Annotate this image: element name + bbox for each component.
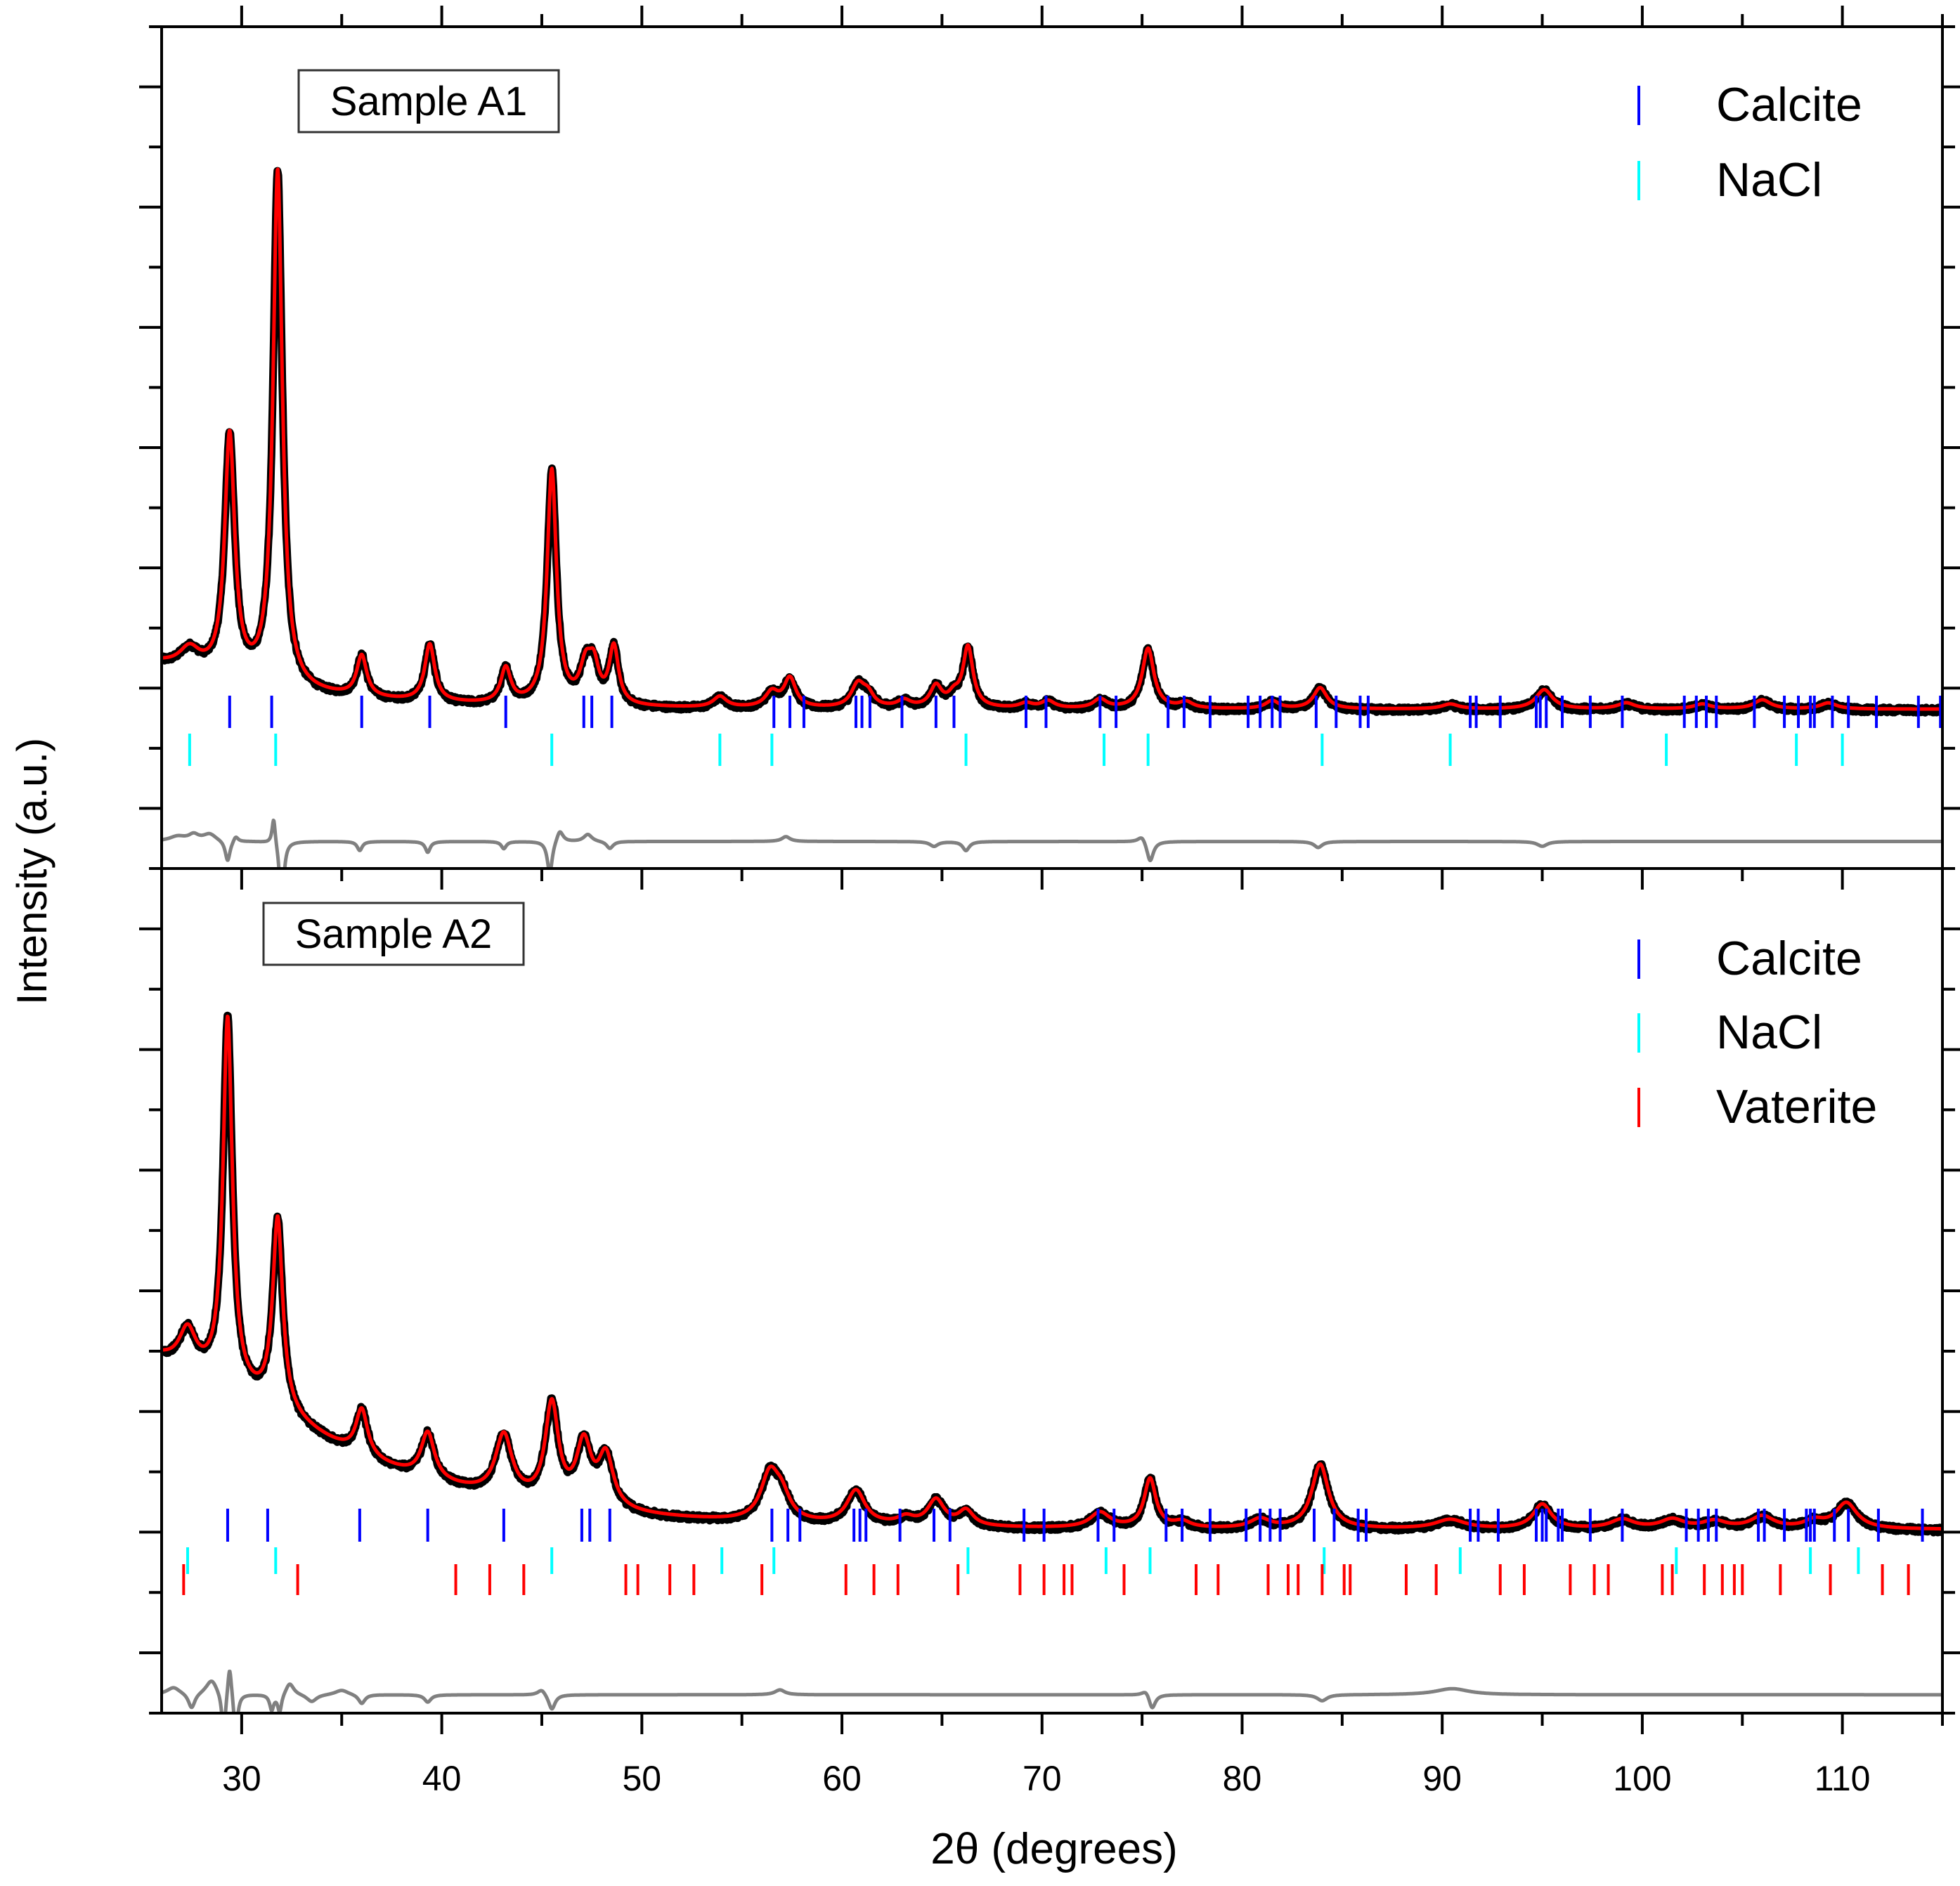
x-tick-label: 100 <box>1613 1759 1671 1798</box>
calculated-pattern <box>162 1014 1942 1531</box>
x-tick-label: 30 <box>222 1759 261 1798</box>
legend-label-vaterite: Vaterite <box>1716 1080 1877 1133</box>
legend-label-nacl: NaCl <box>1716 1006 1822 1059</box>
legend-label-nacl: NaCl <box>1716 153 1822 207</box>
x-tick-label: 60 <box>822 1759 862 1798</box>
x-tick-label: 50 <box>623 1759 662 1798</box>
x-axis-label: 2θ (degrees) <box>930 1825 1178 1873</box>
difference-curve <box>162 1670 1942 1713</box>
x-tick-label: 40 <box>422 1759 462 1798</box>
difference-curve <box>162 818 1942 869</box>
reflection-markers-calcite <box>226 1509 1924 1542</box>
x-tick-label: 70 <box>1023 1759 1062 1798</box>
panel-traces <box>162 1011 1942 1713</box>
calculated-pattern <box>162 167 1942 711</box>
reflection-markers-vaterite <box>182 1564 1910 1595</box>
sample-label-box <box>262 902 525 966</box>
legend-label-calcite: Calcite <box>1716 932 1862 985</box>
panel-2: Sample A2 Calcite NaCl Vaterite <box>139 867 1960 1734</box>
reflection-markers-calcite <box>228 696 1942 728</box>
sample-label-box <box>297 69 560 134</box>
reflection-markers-nacl <box>188 734 1844 766</box>
y-axis-label: Intensity (a.u.) <box>8 738 56 1005</box>
x-tick-label: 90 <box>1422 1759 1462 1798</box>
reflection-markers-nacl <box>186 1547 1860 1574</box>
legend-label-calcite: Calcite <box>1716 78 1862 131</box>
sample-label: Sample A2 <box>295 911 493 957</box>
plot-area: Sample A1 Calcite NaCl Sample A2 Calcite NaCl… <box>139 6 1960 1798</box>
panel-traces <box>162 167 1942 869</box>
sample-label: Sample A1 <box>330 79 528 124</box>
x-tick-label: 80 <box>1223 1759 1262 1798</box>
x-tick-label: 110 <box>1815 1759 1871 1798</box>
